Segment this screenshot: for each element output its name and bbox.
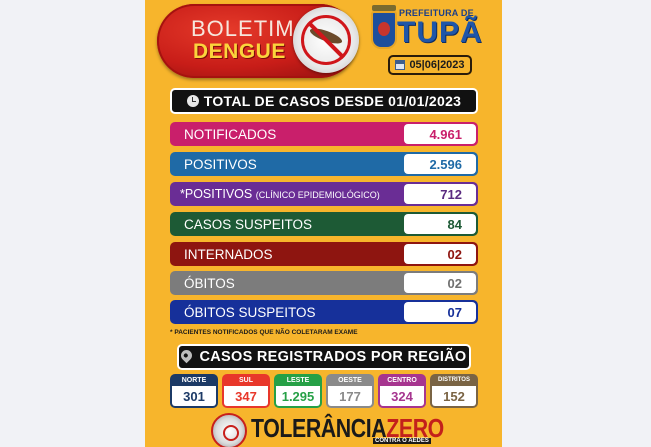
- region-oeste: OESTE 177: [326, 374, 374, 408]
- city-coat-of-arms-icon: [371, 5, 397, 49]
- stat-value: 2.596: [404, 154, 476, 174]
- region-name: LESTE: [286, 376, 310, 384]
- stat-value: 4.961: [404, 124, 476, 144]
- stat-value: 02: [404, 244, 476, 264]
- region-name: OESTE: [338, 376, 362, 384]
- clock-icon: [186, 95, 199, 107]
- calendar-icon: [395, 60, 406, 70]
- stat-value: 07: [404, 302, 476, 322]
- stat-label: POSITIVOS: [184, 156, 257, 172]
- region-leste: LESTE 1.295: [274, 374, 322, 408]
- region-norte: NORTE 301: [170, 374, 218, 408]
- stat-value: 02: [404, 273, 476, 293]
- stat-row-obitos-suspeitos: ÓBITOS SUSPEITOS 07: [170, 300, 478, 324]
- region-value: 347: [224, 386, 268, 406]
- stat-value: 712: [404, 184, 476, 204]
- stat-row-notificados: NOTIFICADOS 4.961: [170, 122, 478, 146]
- bulletin-title-line1: BOLETIM: [191, 16, 295, 41]
- region-name: DISTRITOS: [438, 377, 470, 383]
- region-sul: SUL 347: [222, 374, 270, 408]
- stat-row-positivos-clinico: *POSITIVOS (CLÍNICO EPIDEMIOLÓGICO) 712: [170, 182, 478, 206]
- campaign-subtitle: CONTRA O AEDES: [373, 438, 431, 444]
- prefeitura-label: PREFEITURA DE: [399, 8, 474, 18]
- region-value: 301: [172, 386, 216, 406]
- city-name: TUPÃ: [397, 16, 483, 49]
- no-mosquito-icon: [293, 7, 359, 73]
- stat-label: NOTIFICADOS: [184, 126, 277, 142]
- dengue-bulletin-poster: BOLETIM DENGUE PREFEITURA DE TUPÃ 05|06|…: [145, 0, 502, 447]
- stat-row-casos-suspeitos: CASOS SUSPEITOS 84: [170, 212, 478, 236]
- stat-label: INTERNADOS: [184, 246, 273, 262]
- region-cases-title: CASOS REGISTRADOS POR REGIÃO: [199, 349, 467, 365]
- footnote: * PACIENTES NOTIFICADOS QUE NÃO COLETARA…: [170, 329, 358, 336]
- total-cases-title: TOTAL DE CASOS DESDE 01/01/2023: [203, 93, 462, 109]
- region-cases-header: CASOS REGISTRADOS POR REGIÃO: [177, 344, 471, 370]
- stat-row-obitos: ÓBITOS 02: [170, 271, 478, 295]
- region-distritos: DISTRITOS 152: [430, 374, 478, 408]
- region-value: 152: [432, 386, 476, 406]
- stat-row-positivos: POSITIVOS 2.596: [170, 152, 478, 176]
- stat-label: ÓBITOS SUSPEITOS: [184, 304, 316, 320]
- date-text: 05|06|2023: [409, 59, 465, 71]
- region-name: NORTE: [181, 376, 207, 384]
- region-value: 177: [328, 386, 372, 406]
- region-boxes: NORTE 301 SUL 347 LESTE 1.295 OESTE 177 …: [170, 374, 478, 408]
- stat-label: *POSITIVOS: [180, 187, 253, 201]
- stat-label: CASOS SUSPEITOS: [184, 216, 313, 232]
- region-name: CENTRO: [387, 376, 417, 384]
- region-value: 324: [380, 386, 424, 406]
- total-cases-header: TOTAL DE CASOS DESDE 01/01/2023: [170, 88, 478, 114]
- bulletin-date: 05|06|2023: [388, 55, 472, 75]
- region-value: 1.295: [276, 386, 320, 406]
- stat-row-internados: INTERNADOS 02: [170, 242, 478, 266]
- stat-sublabel: (CLÍNICO EPIDEMIOLÓGICO): [255, 190, 380, 200]
- stat-value: 84: [404, 214, 476, 234]
- map-pin-icon: [179, 347, 195, 364]
- stat-label: ÓBITOS: [184, 275, 235, 291]
- region-centro: CENTRO 324: [378, 374, 426, 408]
- campaign-part1: TOLERÂNCIA: [251, 413, 387, 443]
- bulletin-title-line2: DENGUE: [193, 40, 286, 63]
- tolerancia-zero-target-icon: [211, 413, 247, 447]
- region-name: SUL: [239, 376, 253, 384]
